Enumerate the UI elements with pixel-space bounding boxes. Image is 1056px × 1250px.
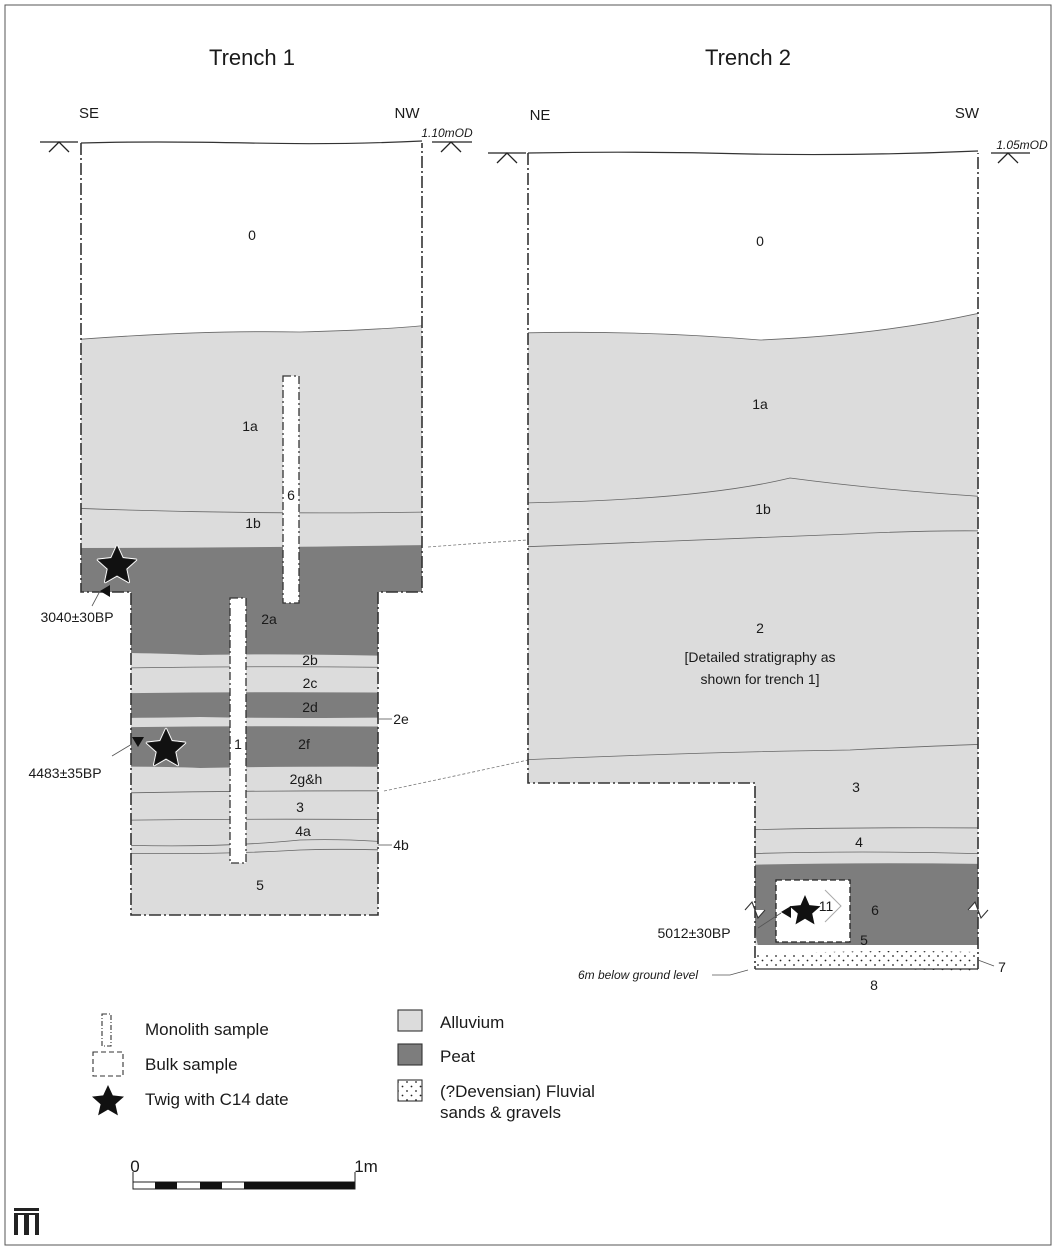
layer-label: 4b [393, 837, 409, 853]
datum-label: 1.10mOD [421, 126, 473, 140]
c14-date-label: 4483±35BP [28, 765, 101, 781]
bulk-sample-marker-icon [824, 889, 842, 923]
peat-swatch [397, 1043, 423, 1066]
peat-layer-2a [81, 545, 422, 657]
correlation-line [383, 759, 529, 792]
scale-start-label: 0 [130, 1157, 139, 1176]
trench-2-section [488, 150, 1030, 976]
direction-label: SE [79, 105, 99, 122]
direction-label: NW [395, 105, 421, 122]
bulk-legend-icon [92, 1051, 124, 1077]
stratigraphy-note: [Detailed stratigraphy as [685, 649, 836, 665]
twig-c14-star-icon [145, 727, 187, 767]
datum-marker-icon [991, 152, 1030, 164]
monolith-sample-1 [229, 597, 247, 864]
trench-1-section [40, 140, 472, 916]
layer-label: 1b [245, 515, 261, 531]
twig-legend-star-icon [92, 1085, 124, 1116]
legend-label: Bulk sample [145, 1055, 238, 1074]
layer-label: 1a [752, 396, 768, 412]
layer-label: 8 [870, 977, 878, 993]
layer-label: 4a [295, 823, 311, 839]
pointer-icon [781, 906, 791, 918]
layer-label: 6 [871, 902, 879, 918]
datum-marker-icon [40, 141, 78, 153]
break-symbol-icon [744, 900, 766, 920]
layer-label: 2a [261, 611, 277, 627]
pointer-icon [100, 585, 110, 597]
monolith-sample-6 [282, 375, 300, 604]
layer-label: 2g&h [290, 771, 323, 787]
layer-label: 2e [393, 711, 409, 727]
layer-label: 2c [303, 675, 318, 691]
monolith-label: 6 [287, 487, 295, 503]
layer-label: 5 [860, 932, 868, 948]
legend-label: Twig with C14 date [145, 1090, 289, 1109]
trench-2-title: Trench 2 [705, 45, 791, 70]
stratigraphy-note: shown for trench 1] [700, 671, 819, 687]
scale-bar: 0 1m [130, 1157, 378, 1190]
legend-label: (?Devensian) Fluvial [440, 1082, 595, 1101]
c14-date-label: 5012±30BP [657, 925, 730, 941]
legend-label: sands & gravels [440, 1103, 561, 1122]
twig-c14-star-icon [96, 544, 138, 584]
trench-1-outline [80, 143, 423, 916]
layer-label: 1a [242, 418, 258, 434]
layer-label: 5 [256, 877, 264, 893]
monolith-label: 1 [234, 736, 242, 752]
legend-label: Monolith sample [145, 1020, 269, 1039]
alluvium-swatch [397, 1009, 423, 1032]
layer-label: 4 [855, 834, 863, 850]
peat-layer-2f [81, 726, 422, 768]
depth-note: 6m below ground level [578, 968, 698, 982]
c14-date-label: 3040±30BP [40, 609, 113, 625]
trench-1-title: Trench 1 [209, 45, 295, 70]
legend: Monolith sample Bulk sample Twig with C1… [92, 1009, 595, 1122]
trench-2-outline [527, 153, 979, 969]
datum-marker-icon [488, 152, 526, 164]
layer-label: 0 [248, 227, 256, 243]
layer-label: 3 [852, 779, 860, 795]
layer-label: 2 [756, 620, 764, 636]
layer-label: 0 [756, 233, 764, 249]
layer-label: 2b [302, 652, 318, 668]
datum-marker-icon [432, 141, 472, 153]
scale-end-label: 1m [354, 1157, 378, 1176]
figure-border [4, 4, 1052, 1246]
fluvial-swatch [397, 1079, 423, 1102]
correlation-line [427, 539, 529, 548]
publisher-logo-icon [14, 1208, 39, 1235]
layer-label: 2f [298, 736, 310, 752]
layer-label: 1b [755, 501, 771, 517]
bulk-sample-label: 11 [819, 898, 834, 914]
layer-label: 2d [302, 699, 318, 715]
break-symbol-icon [967, 900, 989, 920]
layer-label: 7 [998, 959, 1006, 975]
direction-label: NE [530, 107, 551, 124]
monolith-legend-icon [101, 1013, 112, 1047]
peat-layer-2d [81, 692, 422, 718]
legend-label: Alluvium [440, 1013, 504, 1032]
twig-c14-star-icon [789, 895, 821, 925]
datum-label: 1.05mOD [996, 138, 1048, 152]
direction-label: SW [955, 105, 980, 122]
legend-label: Peat [440, 1047, 475, 1066]
pointer-icon [132, 737, 144, 747]
layer-label: 3 [296, 799, 304, 815]
